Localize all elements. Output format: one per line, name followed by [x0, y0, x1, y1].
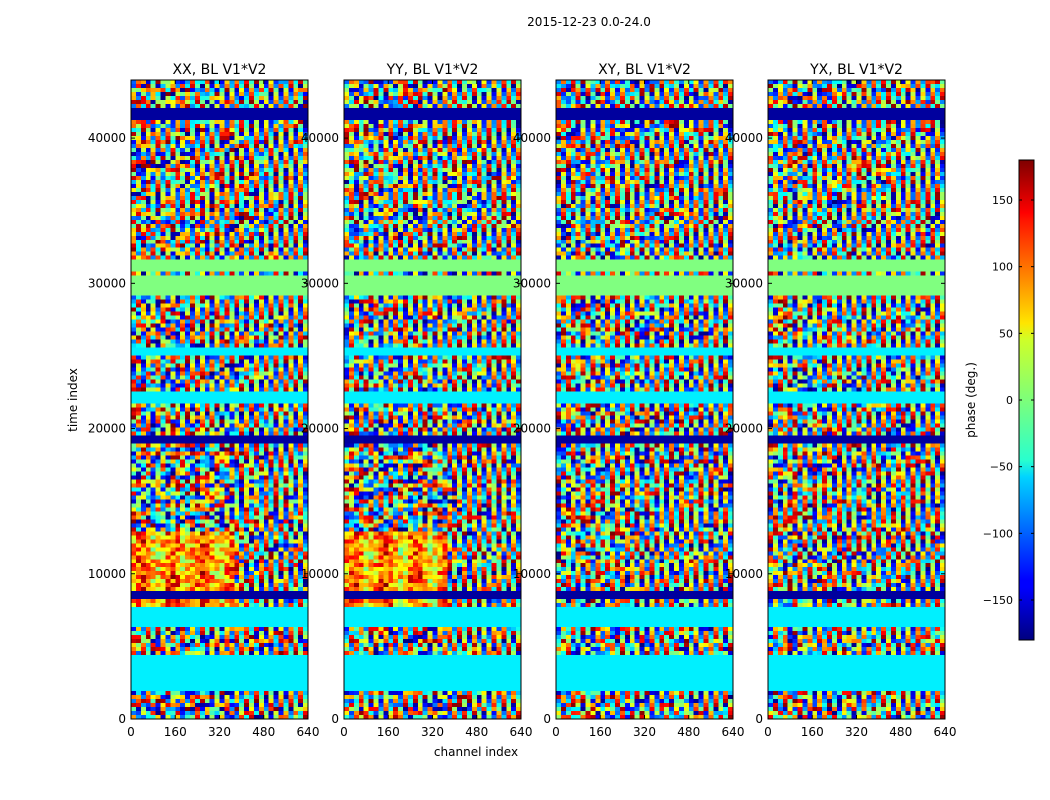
y-tick-label: 0	[118, 712, 126, 726]
x-tick-label: 480	[252, 725, 275, 739]
colorbar-tick-label: −50	[990, 461, 1013, 474]
y-tick-label: 40000	[513, 131, 551, 145]
panels: XX, BL V1*V2 0 160 320 480 640 0 10000 20000 3000…	[88, 62, 957, 739]
y-tick-label: 30000	[513, 276, 551, 290]
y-tick-label: 20000	[513, 422, 551, 436]
y-tick-label: 0	[543, 712, 551, 726]
x-tick-label: 0	[764, 725, 772, 739]
x-tick-label: 320	[208, 725, 231, 739]
y-tick-label: 30000	[88, 276, 126, 290]
panel-yy: YY, BL V1*V2 0 160 320 480 640 0 10000 20000 3000…	[301, 62, 533, 739]
x-axis-label: channel index	[434, 745, 518, 759]
y-tick-label: 20000	[725, 422, 763, 436]
y-tick-label: 0	[755, 712, 763, 726]
x-tick-label: 320	[633, 725, 656, 739]
x-tick-label: 640	[510, 725, 533, 739]
y-tick-label: 10000	[513, 567, 551, 581]
panel-xy: XY, BL V1*V2 0 160 320 480 640 0 10000 20000 3000…	[513, 62, 745, 739]
panel-xx: XX, BL V1*V2 0 160 320 480 640 0 10000 20000 3000…	[88, 62, 320, 739]
x-tick-label: 640	[934, 725, 957, 739]
y-tick-label: 10000	[88, 567, 126, 581]
y-tick-label: 10000	[725, 567, 763, 581]
panel-title: XY, BL V1*V2	[598, 62, 691, 78]
x-tick-label: 0	[340, 725, 348, 739]
colorbar-tick-label: −100	[983, 527, 1013, 540]
panel-title: YX, BL V1*V2	[809, 62, 903, 78]
colorbar-tick-label: −150	[983, 594, 1013, 607]
y-tick-label: 30000	[725, 276, 763, 290]
y-tick-label: 20000	[301, 422, 339, 436]
panel-title: XX, BL V1*V2	[173, 62, 267, 78]
y-tick-label: 10000	[301, 567, 339, 581]
x-tick-label: 0	[127, 725, 135, 739]
phase-image	[344, 80, 521, 719]
panel-title: YY, BL V1*V2	[386, 62, 479, 78]
y-axis-label: time index	[66, 368, 80, 432]
x-tick-label: 480	[465, 725, 488, 739]
y-tick-label: 40000	[725, 131, 763, 145]
colorbar-tick-label: 50	[999, 327, 1013, 340]
x-tick-label: 160	[801, 725, 824, 739]
y-tick-label: 0	[331, 712, 339, 726]
y-tick-label: 40000	[88, 131, 126, 145]
x-tick-label: 160	[589, 725, 612, 739]
x-tick-label: 320	[845, 725, 868, 739]
x-tick-label: 640	[722, 725, 745, 739]
y-tick-label: 30000	[301, 276, 339, 290]
y-tick-label: 20000	[88, 422, 126, 436]
x-tick-label: 320	[421, 725, 444, 739]
colorbar-tick-label: 150	[992, 194, 1013, 207]
x-tick-label: 480	[677, 725, 700, 739]
x-tick-label: 480	[889, 725, 912, 739]
colorbar-ticks: 150 100 50 0 −50 −100 −150	[983, 194, 1034, 607]
phase-image	[768, 80, 945, 719]
colorbar-tick-label: 100	[992, 261, 1013, 274]
phase-image	[131, 80, 308, 719]
x-tick-label: 160	[164, 725, 187, 739]
panel-yx: YX, BL V1*V2 0 160 320 480 640 0 10000 20000 3000…	[725, 62, 957, 739]
x-tick-label: 0	[552, 725, 560, 739]
x-tick-label: 160	[377, 725, 400, 739]
suptitle: 2015-12-23 0.0-24.0	[527, 15, 651, 29]
colorbar-tick-label: 0	[1006, 394, 1013, 407]
y-tick-label: 40000	[301, 131, 339, 145]
x-tick-label: 640	[297, 725, 320, 739]
colorbar-label: phase (deg.)	[964, 362, 978, 438]
colorbar: 150 100 50 0 −50 −100 −150 phase (deg.)	[964, 159, 1035, 641]
phase-image	[556, 80, 733, 719]
